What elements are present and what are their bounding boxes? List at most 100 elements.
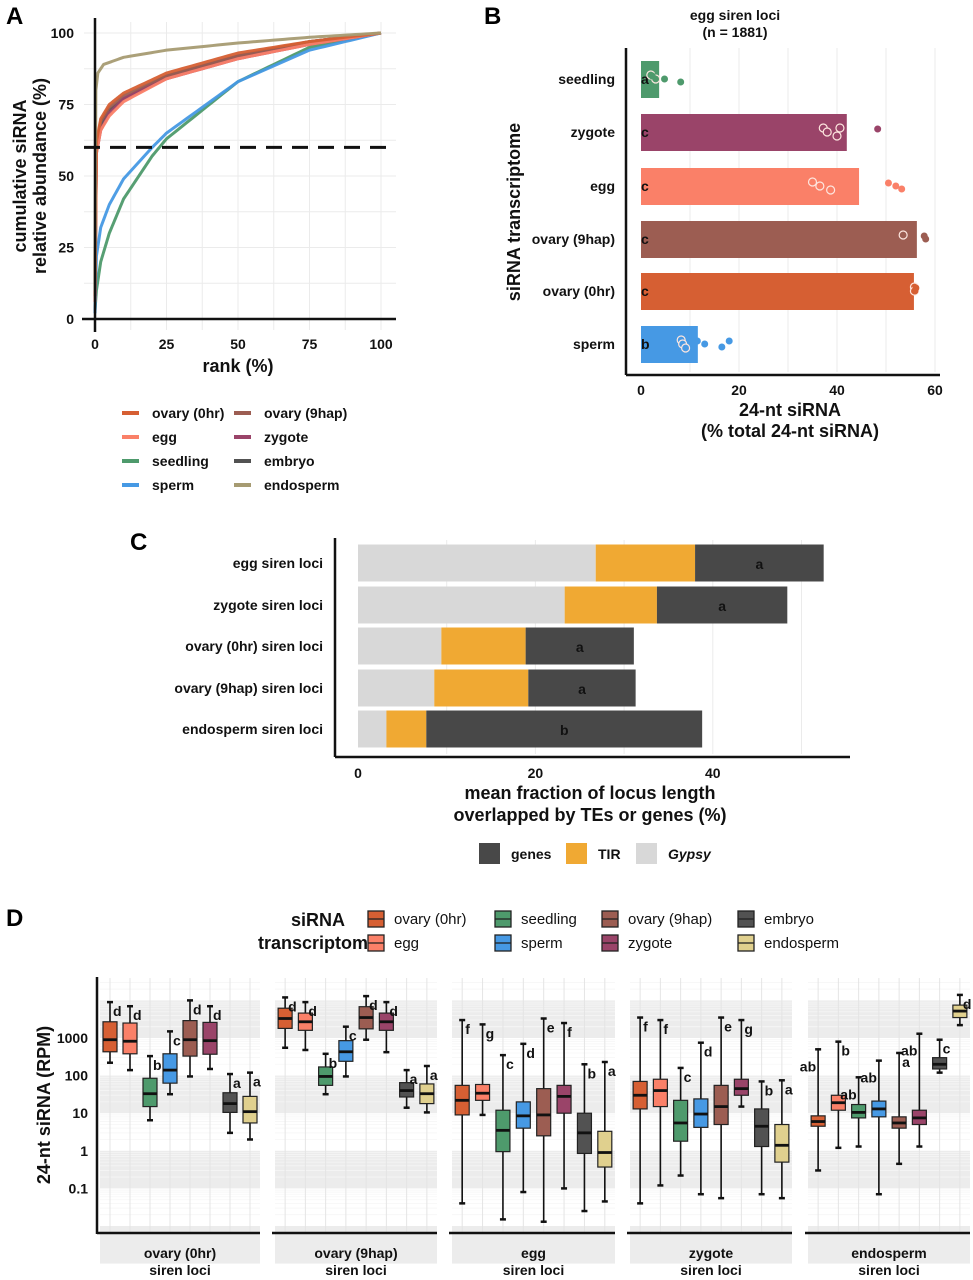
x-tick-label: 25 — [159, 336, 175, 352]
facet-label-line1: ovary (0hr) — [144, 1245, 216, 1261]
significance-letter: a — [785, 1081, 793, 1097]
replicate-point-filled — [725, 337, 733, 345]
replicate-point-filled — [884, 179, 892, 187]
facet-label-line2: siren loci — [149, 1262, 210, 1278]
category-label-zygote-siren-loci: zygote siren loci — [213, 597, 323, 613]
y-tick-label: 0 — [66, 311, 74, 327]
boxplot-ovary-9hap: d — [182, 999, 202, 1078]
y-tick-label: 25 — [58, 240, 74, 256]
legend-label-endosperm: endosperm — [264, 477, 339, 493]
panel-d-legend: siRNA transcriptome ovary (0hr) egg seedling… — [258, 910, 839, 953]
boxplot-zygote: f — [556, 1021, 572, 1190]
y-tick-label: 0.1 — [69, 1180, 89, 1196]
background-band — [630, 1000, 792, 1038]
bar-segment-genes — [525, 627, 634, 665]
panel-a-cumulative-line-chart: 0 25 50 75 100 0 25 50 75 100 rank (%) cumulative… — [10, 18, 396, 493]
y-tick-label: 1 — [80, 1143, 88, 1159]
category-label-ovary-0hr: ovary (0hr) — [543, 283, 615, 299]
legend-swatch-gypsy — [636, 843, 657, 864]
panel-b-bars: seedling a zygote c egg c ovary (9hap) c ovary (… — [532, 61, 930, 363]
replicate-point-filled — [677, 78, 685, 86]
panel-a-series-lines — [93, 31, 382, 314]
boxplot-sperm: c — [338, 1025, 357, 1078]
box-iqr — [162, 1053, 178, 1084]
significance-letter: c — [641, 178, 649, 194]
boxplot-ovary-9hap: d — [358, 994, 378, 1041]
x-tick-label: 20 — [731, 382, 747, 398]
x-tick-label: 20 — [528, 765, 544, 781]
significance-letter: a — [578, 681, 586, 697]
significance-letter: d — [704, 1044, 713, 1060]
legend-label-endosperm: endosperm — [764, 935, 839, 952]
replicate-point-open — [826, 185, 836, 195]
x-tick-label: 50 — [230, 336, 246, 352]
category-label-zygote: zygote — [571, 124, 616, 140]
bar-segment-tir — [386, 710, 427, 748]
boxplot-seedling: c — [495, 1053, 514, 1221]
boxplot-zygote: ab — [901, 1032, 927, 1148]
panel-a-x-title: rank (%) — [202, 356, 273, 376]
replicate-point-open — [822, 127, 832, 137]
line-series-endosperm — [93, 31, 382, 291]
significance-letter: d — [133, 1007, 142, 1023]
panel-b-x-title-line1: 24-nt siRNA — [739, 400, 841, 420]
legend-title-line1: siRNA — [291, 910, 345, 930]
x-tick-label: 0 — [354, 765, 362, 781]
background-band — [452, 1150, 615, 1189]
significance-letter: a — [755, 556, 763, 572]
panel-a-y-title-line2: relative abundance (%) — [30, 78, 50, 274]
boxplot-zygote: d — [202, 1004, 222, 1071]
category-label-egg-siren-loci: egg siren loci — [233, 555, 323, 571]
category-label-sperm: sperm — [573, 336, 615, 352]
significance-letter: b — [153, 1057, 162, 1073]
significance-letter: c — [641, 283, 649, 299]
significance-letter: c — [641, 231, 649, 247]
bar-segment-genes — [695, 544, 824, 582]
significance-letter: a — [902, 1054, 910, 1070]
boxplot-egg: f — [652, 1018, 668, 1187]
significance-letter: ab — [800, 1058, 816, 1074]
x-tick-label: 40 — [705, 765, 721, 781]
significance-letter: d — [193, 1001, 202, 1017]
boxplot-embryo: b — [754, 1080, 773, 1196]
line-series-sperm — [93, 31, 382, 314]
facet-label-line1: zygote — [689, 1245, 734, 1261]
boxplot-ovary-0hr: d — [102, 1000, 122, 1064]
legend-swatch-genes — [479, 843, 500, 864]
replicate-point-open — [680, 343, 691, 353]
panel-c-x-title-line1: mean fraction of locus length — [464, 783, 715, 803]
replicate-point-filled — [661, 75, 669, 83]
box-iqr — [597, 1130, 613, 1168]
panel-a-y-title-line1: cumulative siRNA — [10, 99, 30, 252]
y-tick-label: 10 — [72, 1105, 88, 1121]
legend-label-ovary-9hap: ovary (9hap) — [628, 911, 712, 928]
significance-letter: f — [465, 1021, 470, 1037]
legend-label-embryo: embryo — [764, 911, 814, 928]
replicate-point-filled — [874, 125, 882, 133]
x-tick-label: 60 — [927, 382, 943, 398]
significance-letter: b — [641, 336, 650, 352]
legend-title-line2: transcriptome — [258, 933, 378, 953]
panel-c-x-title-line2: overlapped by TEs or genes (%) — [453, 805, 726, 825]
significance-letter: c — [943, 1041, 951, 1057]
panel-d-y-title: 24-nt siRNA (RPM) — [34, 1026, 54, 1184]
legend-label-ovary-9hap: ovary (9hap) — [264, 405, 347, 421]
panel-c-bars: a egg siren loci a zygote siren loci a ovary … — [174, 544, 824, 748]
replicate-point-filled — [892, 182, 900, 190]
boxplot-endosperm: a — [597, 1060, 616, 1203]
panel-c-legend: genes TIR Gypsy — [479, 843, 712, 864]
replicate-point-filled — [898, 185, 906, 193]
boxplot-endosperm: d — [952, 993, 971, 1027]
legend-label-tir: TIR — [598, 846, 621, 862]
background-band — [452, 1000, 615, 1038]
panel-b-x-title-line2: (% total 24-nt siRNA) — [701, 421, 879, 441]
legend-label-sperm: sperm — [152, 477, 194, 493]
facet-label-line2: siren loci — [503, 1262, 564, 1278]
boxplot-seedling: b — [142, 1054, 162, 1122]
y-tick-label: 100 — [65, 1068, 89, 1084]
boxplot-endosperm: a — [774, 1079, 793, 1200]
